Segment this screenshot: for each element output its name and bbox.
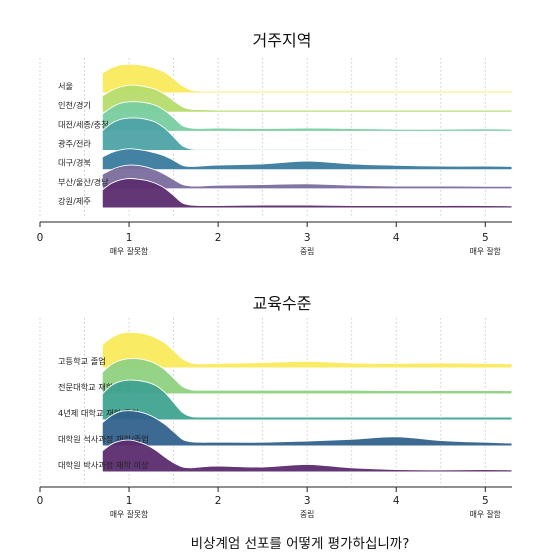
panel-title-region: 거주지역 xyxy=(253,31,312,50)
x-tick-label: 0 xyxy=(37,495,44,507)
x-tick-label: 4 xyxy=(393,232,400,244)
x-tick-label: 3 xyxy=(304,232,311,244)
ridge-1-4 xyxy=(101,439,513,473)
ridge-0-3 xyxy=(101,117,513,151)
x-anchor-label: 매우 잘못함 xyxy=(110,247,148,256)
x-tick-label: 3 xyxy=(304,495,311,507)
ridge-label: 인천/경기 xyxy=(58,100,91,110)
ridge-label: 서울 xyxy=(58,81,74,91)
ridge-label: 강원/제주 xyxy=(58,196,91,206)
ridge-1-3 xyxy=(101,410,513,447)
x-anchor-label: 중립 xyxy=(300,247,314,256)
panel-region: 거주지역 서울인천/경기대전/세종/충청광주/전라대구/경북부산/울산/경남강원… xyxy=(37,31,513,256)
x-anchor-label: 중립 xyxy=(300,510,314,519)
x-anchor-label: 매우 잘못함 xyxy=(110,510,148,519)
panel-title-education: 교육수준 xyxy=(253,294,312,313)
x-anchor-label: 매우 잘함 xyxy=(470,510,501,519)
ridge-label: 대구/경북 xyxy=(58,158,91,168)
ridge-0-6 xyxy=(101,178,513,209)
x-tick-label: 2 xyxy=(215,232,222,244)
figure-caption: 비상계엄 선포를 어떻게 평가하십니까? xyxy=(191,536,410,552)
x-tick-label: 1 xyxy=(126,232,133,244)
ridge-label: 대학원 석사과정 재학/졸업 xyxy=(58,434,149,444)
x-tick-label: 0 xyxy=(37,232,44,244)
ridge-label: 4년제 대학교 재학/졸업 xyxy=(58,408,139,418)
ridge-label: 부산/울산/경남 xyxy=(58,177,109,187)
x-tick-label: 1 xyxy=(126,495,133,507)
ridge-label: 대학원 박사과정 재학 이상 xyxy=(58,460,149,470)
x-anchor-label: 매우 잘함 xyxy=(470,247,501,256)
x-tick-label: 5 xyxy=(482,232,489,244)
ridge-label: 광주/전라 xyxy=(58,139,91,149)
ridge-label: 대전/세종/충청 xyxy=(58,119,109,129)
x-tick-label: 4 xyxy=(393,495,400,507)
x-tick-label: 2 xyxy=(215,495,222,507)
ridge-label: 고등학교 졸업 xyxy=(58,356,106,366)
ridge-label: 전문대학교 재학/졸업 xyxy=(58,382,131,392)
x-tick-label: 5 xyxy=(482,495,489,507)
